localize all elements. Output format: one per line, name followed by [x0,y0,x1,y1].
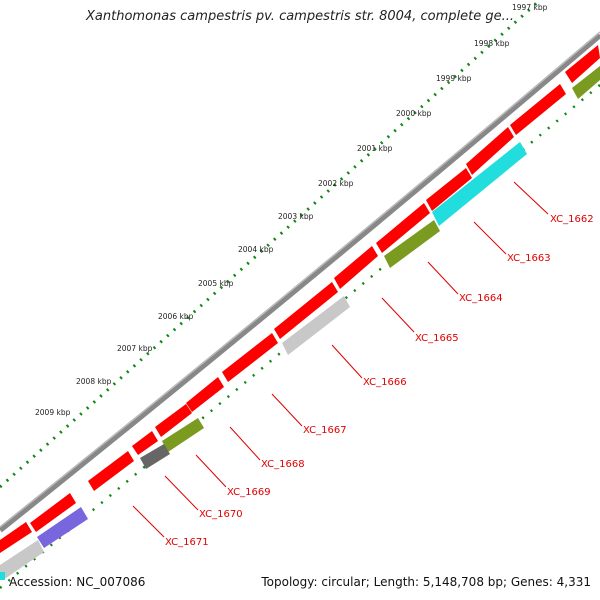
gene-block[interactable] [510,84,566,135]
gene-block[interactable] [426,168,472,211]
tick-label-2008: 2008 kbp [76,377,112,386]
gene-label-xc-1662[interactable]: XC_1662 [550,214,594,225]
tick-label-2006: 2006 kbp [158,312,194,321]
gene-label-xc-1671[interactable]: XC_1671 [165,537,209,548]
callout-line [381,297,415,333]
accession-text: Accession: NC_007086 [9,575,146,589]
genome-stats-text: Topology: circular; Length: 5,148,708 bp… [261,575,591,589]
gene-label-xc-1663[interactable]: XC_1663 [507,253,551,264]
gene-label-xc-1667[interactable]: XC_1667 [303,425,347,436]
gene-label-xc-1664[interactable]: XC_1664 [459,293,503,304]
tick-label-1998: 1998 kbp [474,39,510,48]
callout-line [132,505,165,538]
callout-line [195,454,227,488]
gene-block[interactable] [222,333,278,382]
gene-block-gray[interactable] [0,540,44,578]
callout-line [271,393,303,427]
callout-line [513,181,549,215]
tick-label-2009: 2009 kbp [35,408,71,417]
tick-label-2001: 2001 kbp [357,144,393,153]
gene-block[interactable] [30,493,76,532]
gene-block-purple[interactable] [37,507,88,548]
tick-label-2007: 2007 kbp [117,344,153,353]
gene-block[interactable] [132,431,158,455]
gene-label-xc-1665[interactable]: XC_1665 [415,333,459,344]
gene-block[interactable] [565,45,600,83]
gene-block[interactable] [155,404,192,437]
callout-line [473,221,507,255]
tick-label-2005: 2005 kbp [198,279,234,288]
gene-block[interactable] [186,377,224,412]
tick-label-2004: 2004 kbp [238,245,274,254]
gene-block-dark-gray[interactable] [140,444,170,469]
gene-block-cyan[interactable] [432,142,527,226]
gene-block-olive[interactable] [162,418,204,452]
gene-block[interactable] [0,522,32,553]
tick-label-1997: 1997 kbp [512,3,548,12]
backbone-arc [0,32,600,533]
gene-block[interactable] [274,282,338,339]
gene-label-xc-1670[interactable]: XC_1670 [199,509,243,520]
gene-block[interactable] [466,127,514,175]
callout-line [229,426,261,461]
forward-strand-genes [0,45,600,553]
tick-label-2000: 2000 kbp [396,109,432,118]
gene-label-xc-1669[interactable]: XC_1669 [227,487,271,498]
gene-label-xc-1666[interactable]: XC_1666 [363,377,407,388]
gene-callouts [132,181,549,538]
tick-label-1999: 1999 kbp [436,74,472,83]
gene-block[interactable] [88,451,134,491]
callout-line [427,261,459,295]
backbone-highlight [0,31,600,528]
gene-labels: XC_1662 XC_1663 XC_1664 XC_1665 XC_1666 … [165,214,594,548]
callout-line [164,475,199,511]
callout-line [331,344,363,379]
gene-block-olive[interactable] [384,220,440,268]
gene-block[interactable] [376,203,430,253]
ruler-tick-labels: 1997 kbp 1998 kbp 1999 kbp 2000 kbp 2001… [35,3,548,417]
tick-label-2003: 2003 kbp [278,212,314,221]
tick-label-2002: 2002 kbp [318,179,354,188]
gene-block-cyan[interactable] [0,572,5,580]
gene-block[interactable] [334,246,378,289]
reverse-strand-genes [0,66,600,580]
gene-block-olive[interactable] [572,66,600,99]
map-title: Xanthomonas campestris pv. campestris st… [86,9,514,24]
gene-label-xc-1668[interactable]: XC_1668 [261,459,305,470]
gene-block-gray[interactable] [282,296,350,355]
